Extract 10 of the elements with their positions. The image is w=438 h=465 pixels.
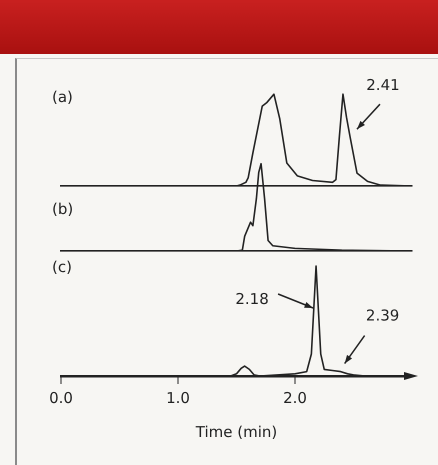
annotation: 2.18 <box>235 290 269 308</box>
x-tick-label: 0.0 <box>49 388 73 407</box>
x-tick-label: 1.0 <box>166 388 190 407</box>
text: (b) <box>52 200 74 218</box>
x-axis-title: Time (min) <box>194 422 278 441</box>
x-tick-label: 2.0 <box>283 388 307 407</box>
annotation: 2.41 <box>366 76 400 94</box>
annotation: 2.39 <box>366 306 400 324</box>
chart-title: (a) <box>52 88 73 106</box>
chart-title: (c) <box>52 258 72 276</box>
